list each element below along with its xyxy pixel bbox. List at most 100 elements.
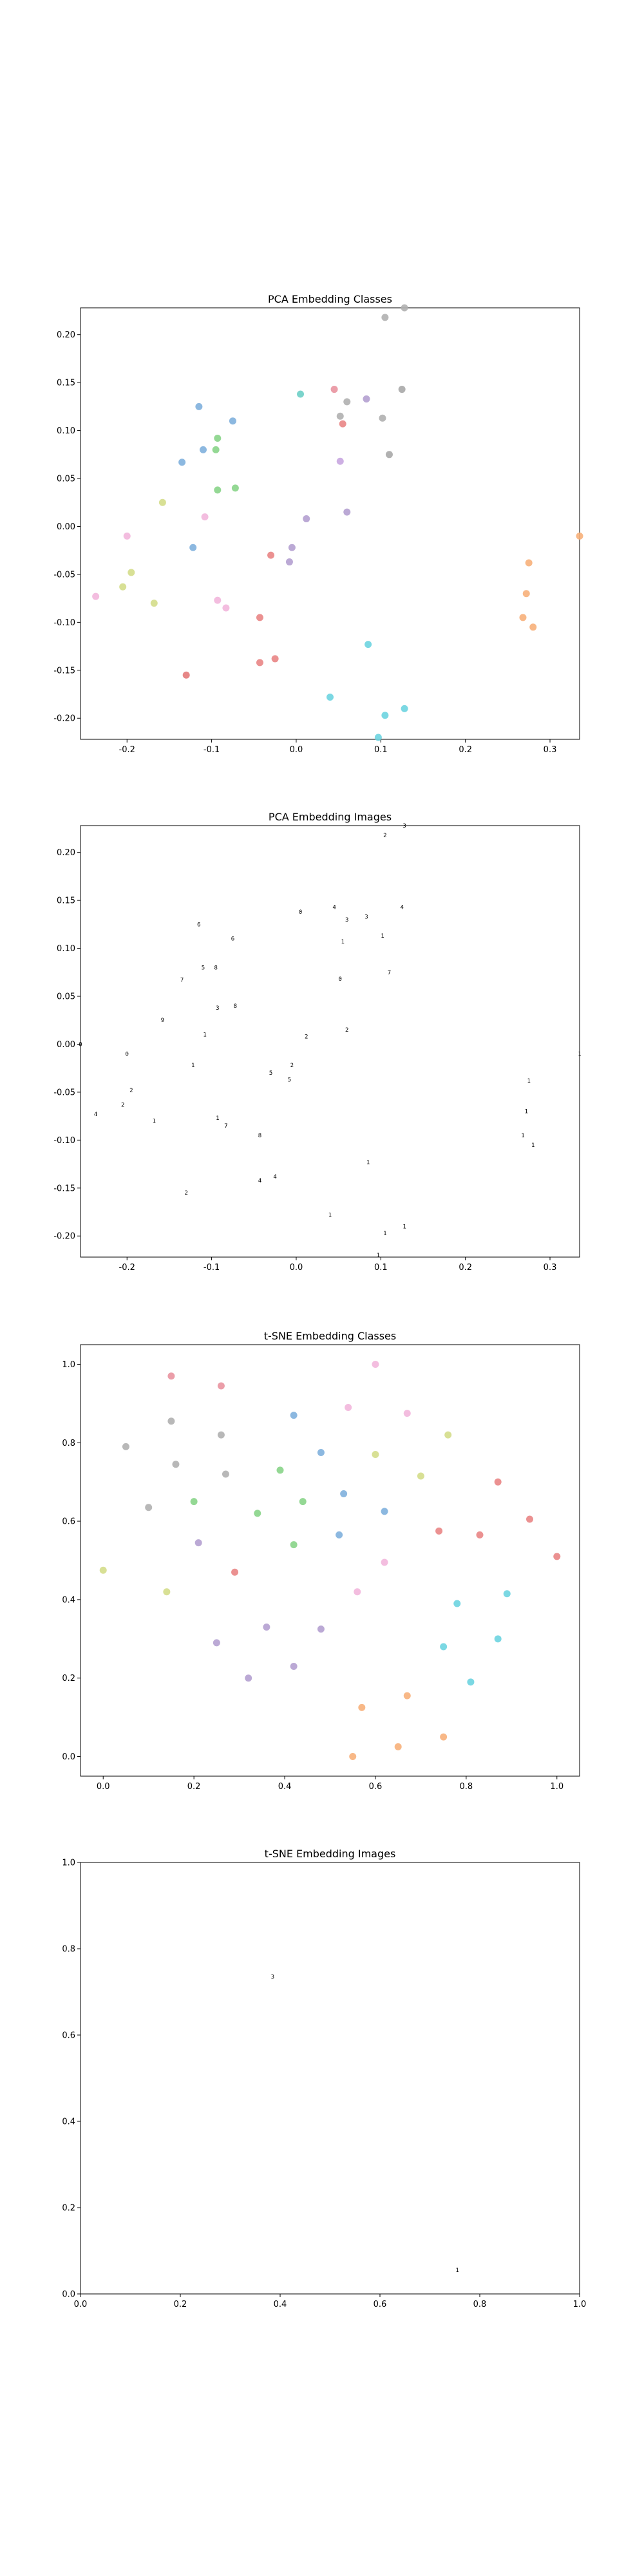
- y-tick-label: 0.6: [62, 2031, 75, 2041]
- x-tick-label: -0.1: [204, 1263, 220, 1273]
- digit-image-marker: 4: [94, 1112, 97, 1118]
- data-point: [529, 623, 537, 631]
- digit-image-marker: 6: [197, 922, 200, 928]
- data-point: [172, 1461, 180, 1468]
- x-tick-label: 0.3: [544, 745, 557, 755]
- x-tick-label: 0.0: [74, 2300, 88, 2309]
- y-tick-label: 0.8: [62, 1945, 75, 1955]
- data-point: [256, 659, 263, 667]
- x-tick-label: 0.4: [274, 2300, 287, 2309]
- data-point: [195, 402, 203, 410]
- data-point: [199, 446, 207, 453]
- digit-image-marker: 1: [525, 1109, 528, 1115]
- digit-image-marker: 9: [161, 1018, 164, 1024]
- data-point: [365, 641, 372, 649]
- data-point: [417, 1472, 424, 1480]
- data-point: [222, 604, 230, 612]
- digit-image-marker: 1: [191, 1063, 194, 1069]
- digit-image-marker: 0: [126, 1051, 129, 1057]
- data-point: [343, 508, 351, 516]
- data-point: [317, 1625, 325, 1633]
- digit-image-marker: 5: [202, 965, 205, 971]
- data-point: [398, 386, 406, 393]
- digit-image-marker: 1: [531, 1142, 535, 1149]
- digit-image-marker: 4: [332, 905, 336, 911]
- data-point: [222, 1470, 229, 1478]
- data-point: [92, 592, 100, 600]
- data-point: [299, 1498, 307, 1506]
- chart-panel-2: PCA Embedding Images -0.2 -0.1 0.0 0.1 0.2 0.3…: [53, 811, 581, 1273]
- data-point: [385, 451, 393, 459]
- data-point: [358, 1703, 366, 1711]
- y-tick-label: 0.05: [57, 992, 75, 1002]
- data-point: [440, 1733, 448, 1741]
- data-point: [303, 515, 310, 523]
- data-point: [297, 390, 305, 398]
- x-tick-label: -0.2: [119, 1263, 135, 1273]
- digit-image-marker: 3: [216, 1005, 219, 1012]
- digit-image-marker: 6: [231, 936, 234, 943]
- data-point: [467, 1678, 475, 1686]
- digit-image-marker: 2: [305, 1034, 308, 1041]
- digit-image-marker: 0: [339, 976, 342, 983]
- digit-image-marker: 3: [365, 914, 368, 920]
- y-tick-label: 0.2: [62, 1674, 75, 1683]
- data-point: [522, 590, 530, 598]
- digit-image-marker: 2: [290, 1063, 294, 1069]
- y-tick-label: -0.15: [53, 666, 75, 676]
- y-tick-label: 0.0: [62, 1752, 75, 1762]
- y-tick-label: -0.05: [53, 1088, 75, 1097]
- chart-title: PCA Embedding Images: [269, 811, 392, 823]
- digit-image-marker: 1: [381, 933, 384, 940]
- plot-frame: [80, 1344, 580, 1777]
- x-tick-label: 0.8: [473, 2300, 487, 2309]
- data-point: [178, 459, 186, 466]
- data-point: [435, 1527, 443, 1535]
- x-tick-label: 0.1: [374, 745, 388, 755]
- data-point: [379, 414, 386, 422]
- x-tick-label: 0.1: [374, 1263, 388, 1273]
- digit-image-marker: 7: [180, 978, 184, 984]
- y-tick-label: 0.15: [57, 896, 75, 906]
- data-point: [372, 1451, 379, 1459]
- data-point: [271, 655, 279, 663]
- data-point: [374, 734, 382, 741]
- digit-image-marker: 7: [388, 970, 391, 976]
- data-point: [254, 1510, 261, 1517]
- data-point: [381, 314, 389, 321]
- x-tick-label: 1.0: [550, 1782, 564, 1792]
- digit-image-marker: 0: [299, 909, 302, 916]
- data-point: [263, 1624, 270, 1631]
- data-point: [553, 1553, 561, 1560]
- data-point: [212, 446, 220, 453]
- y-tick-label: 0.00: [57, 522, 75, 532]
- x-tick-label: 0.4: [278, 1782, 292, 1792]
- digit-image-marker: 1: [578, 1051, 581, 1057]
- y-tick-label: 0.20: [57, 848, 75, 858]
- x-tick-label: 0.0: [290, 1263, 303, 1273]
- data-point: [372, 1360, 379, 1368]
- y-tick-label: 0.2: [62, 2204, 75, 2213]
- y-tick-label: 1.0: [62, 1360, 75, 1370]
- data-point: [128, 569, 135, 576]
- data-point: [444, 1431, 452, 1439]
- digit-image-marker: 2: [129, 1088, 133, 1094]
- digit-image-marker: 1: [455, 2268, 459, 2274]
- data-point: [190, 1498, 198, 1506]
- y-tick-label: -0.10: [53, 618, 75, 628]
- data-point: [453, 1600, 461, 1607]
- plot-frame: [80, 1862, 580, 2295]
- y-tick-label: 0.10: [57, 426, 75, 436]
- plot-frame: [80, 825, 580, 1258]
- digit-image-marker: 7: [224, 1123, 227, 1130]
- data-point: [327, 693, 334, 701]
- data-point: [288, 544, 296, 551]
- data-point: [214, 486, 222, 494]
- data-point: [381, 1508, 388, 1515]
- digit-image-marker: 1: [377, 1253, 380, 1259]
- chart-panel-1: PCA Embedding Classes -0.2 -0.1 0.0 0.1 0.2 0.…: [53, 293, 583, 755]
- digit-image-marker: 1: [383, 1231, 386, 1237]
- data-point: [339, 420, 346, 428]
- digit-image-marker: 4: [400, 905, 403, 911]
